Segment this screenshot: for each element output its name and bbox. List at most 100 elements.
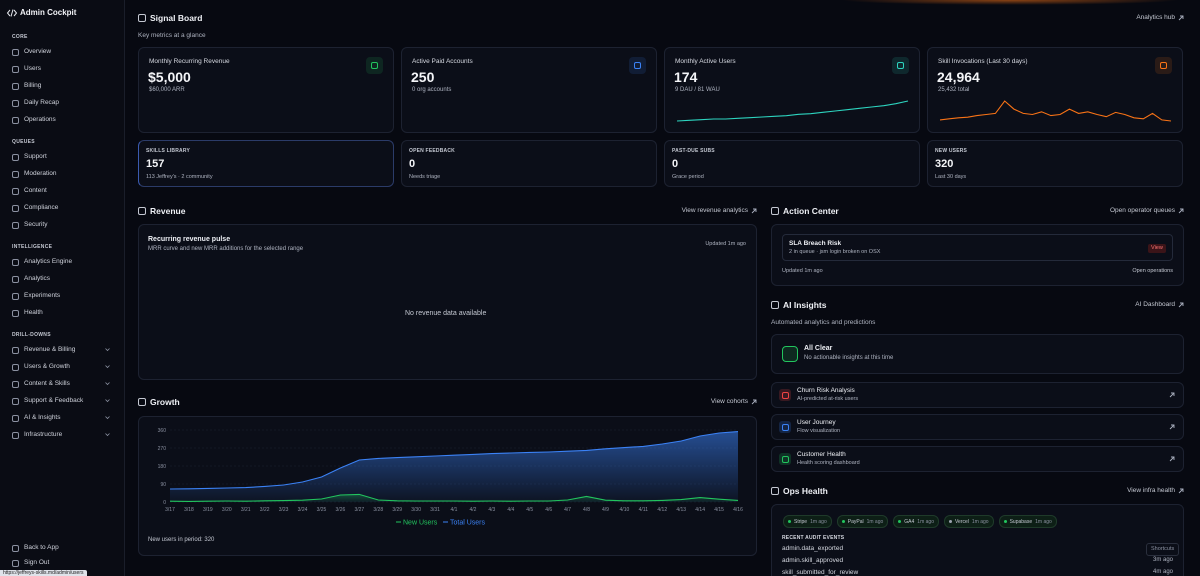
status-chip: GA4 1m ago [893, 515, 939, 528]
card-title: Recurring revenue pulse [148, 236, 231, 243]
section-link[interactable]: View infra health [1127, 487, 1175, 494]
section-link[interactable]: View cohorts [710, 398, 748, 405]
arrow-glyph [1178, 208, 1184, 214]
nav-footer-item[interactable]: Sign Out [24, 559, 50, 566]
audit-time: 4m ago [1152, 569, 1173, 575]
section-title: Ops Health [783, 486, 828, 496]
sparkline [676, 100, 909, 122]
nav-item[interactable]: Support & Feedback [24, 397, 84, 404]
x-tick-label: 4/4 [507, 507, 514, 513]
nav-item[interactable]: Billing [24, 82, 42, 89]
nav-item[interactable]: Experiments [24, 292, 61, 299]
stat-sub: Needs triage [409, 174, 441, 180]
nav-item[interactable]: Revenue & Billing [24, 346, 76, 353]
icon [12, 153, 19, 161]
insight-item[interactable] [771, 414, 1184, 440]
status-dot [948, 520, 952, 523]
nav-item[interactable]: Content [24, 187, 47, 194]
section-subtitle: Key metrics at a glance [138, 32, 206, 39]
nav-item[interactable]: Users [24, 65, 41, 72]
nav-item[interactable]: Daily Recap [24, 99, 60, 106]
nav-item[interactable]: Analytics [24, 275, 51, 282]
section-link[interactable]: AI Dashboard [1135, 301, 1175, 308]
updated-label: Updated 1m ago [782, 268, 823, 274]
nav-item[interactable]: Operations [24, 116, 56, 123]
section-title: Signal Board [150, 13, 203, 23]
audit-event: admin.data_exported [782, 545, 844, 552]
clear-sub: No actionable insights at this time [804, 355, 894, 361]
alert-badge[interactable]: View [1148, 244, 1166, 253]
nav-item[interactable]: Content & Skills [24, 380, 70, 387]
nav-item[interactable]: Moderation [24, 170, 57, 177]
arrow-glyph [751, 208, 757, 214]
section-link[interactable]: View revenue analytics [681, 207, 748, 214]
card-subtitle: MRR curve and new MRR additions for the … [148, 246, 304, 252]
footer-link[interactable]: Open operations [1132, 268, 1173, 274]
chevron [105, 348, 110, 352]
arrow-glyph [1178, 15, 1184, 21]
insight-item[interactable] [771, 446, 1184, 472]
nav-item[interactable]: Analytics Engine [24, 258, 73, 265]
icon [1160, 62, 1167, 69]
x-tick-label: 3/21 [241, 507, 251, 513]
icon [12, 363, 19, 371]
nav-section-title: INTELLIGENCE [12, 244, 53, 250]
arrow-icon [751, 399, 757, 405]
stat-sub: Grace period [672, 174, 704, 180]
section-link[interactable]: Analytics hub [1136, 14, 1175, 21]
icon [12, 170, 19, 178]
kpi-card [138, 47, 394, 133]
x-tick-label: 3/18 [184, 507, 194, 513]
stat-label: OPEN FEEDBACK [409, 148, 455, 154]
icon [12, 187, 19, 195]
sidebar [0, 0, 125, 576]
nav-item[interactable]: Infrastructure [24, 431, 63, 438]
x-tick-label: 4/12 [657, 507, 667, 513]
section-title: AI Insights [783, 300, 827, 310]
nav-footer-item[interactable]: Back to App [24, 544, 59, 551]
nav-item[interactable]: Overview [24, 48, 52, 55]
icon [12, 309, 19, 317]
y-tick-label: 360 [158, 428, 167, 434]
kpi-label: Active Paid Accounts [412, 58, 473, 65]
insight-title: Churn Risk Analysis [797, 387, 855, 394]
section-subtitle: Automated analytics and predictions [771, 319, 876, 326]
status-chip: Stripe 1m ago [783, 515, 832, 528]
section-link[interactable]: Open operator queues [1109, 207, 1175, 214]
chevron [105, 416, 110, 420]
shortcuts-hint[interactable]: Shortcuts [1146, 543, 1180, 556]
chip-name: GA4 [904, 518, 915, 525]
brand-glyph [6, 9, 18, 17]
icon [771, 487, 779, 495]
audit-time: 3m ago [1152, 557, 1173, 563]
nav-item[interactable]: Compliance [24, 204, 59, 211]
nav-item[interactable]: Health [24, 309, 43, 316]
icon [12, 258, 19, 266]
kpi-label: Skill Invocations (Last 30 days) [938, 58, 1028, 65]
insight-item[interactable] [771, 382, 1184, 408]
kpi-sub: 0 org accounts [412, 87, 452, 93]
sparkline [939, 100, 1172, 122]
chip-name: Stripe [794, 518, 808, 525]
x-tick-label: 4/2 [469, 507, 476, 513]
x-tick-label: 4/16 [733, 507, 743, 513]
arrow-glyph [1169, 424, 1175, 430]
icon [12, 48, 19, 56]
stat-label: PAST-DUE SUBS [672, 148, 715, 154]
status-chip: Supabase 1m ago [998, 515, 1057, 528]
nav-item[interactable]: Security [24, 221, 48, 228]
x-tick-label: 4/7 [564, 507, 571, 513]
kpi-icon [892, 57, 909, 74]
nav-item[interactable]: AI & Insights [24, 414, 61, 421]
chevron-glyph [105, 382, 110, 386]
insight-sub: AI-predicted at-risk users [797, 396, 859, 402]
x-tick-label: 4/8 [583, 507, 590, 513]
stat-label: NEW USERS [935, 148, 968, 154]
icon [771, 301, 779, 309]
stat-card [927, 140, 1183, 187]
icon [12, 544, 19, 552]
nav-item[interactable]: Users & Growth [24, 363, 70, 370]
nav-item[interactable]: Support [24, 153, 47, 160]
chip-time: 1m ago [917, 518, 934, 525]
